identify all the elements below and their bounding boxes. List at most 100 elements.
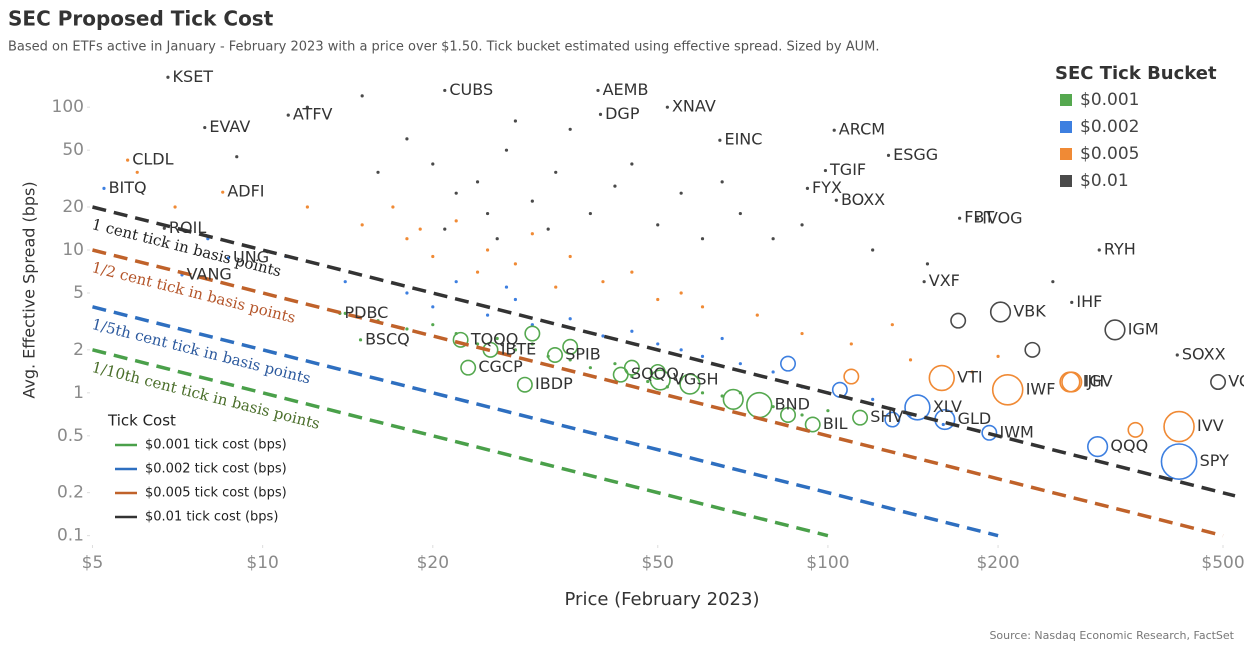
- data-point: [460, 359, 477, 376]
- legend-label: $0.005 tick cost (bps): [145, 486, 287, 501]
- data-point: [1087, 436, 1109, 458]
- data-point: [679, 291, 683, 295]
- data-point: [613, 184, 617, 188]
- data-point: [405, 291, 409, 295]
- data-point: [513, 297, 518, 302]
- data-point: [554, 170, 558, 174]
- data-point: [823, 168, 828, 173]
- data-point: [546, 354, 550, 358]
- data-point: [598, 112, 603, 117]
- data-point: [630, 162, 634, 166]
- data-point: [623, 359, 640, 376]
- data-point: [649, 363, 666, 380]
- data-point: [513, 348, 518, 352]
- point-label: IBDP: [535, 374, 573, 393]
- data-point: [485, 248, 490, 252]
- legend-label: $0.002: [1080, 117, 1139, 137]
- data-point: [871, 397, 875, 401]
- data-point: [922, 280, 926, 284]
- data-point: [405, 327, 409, 331]
- point-label: ROIL: [169, 218, 206, 237]
- legend-label: $0.01: [1080, 171, 1129, 191]
- data-point: [495, 237, 499, 241]
- x-tick-label: $500: [1201, 553, 1244, 573]
- data-point: [1070, 300, 1074, 304]
- data-point: [976, 217, 980, 221]
- data-point: [646, 379, 650, 384]
- point-label: SPY: [1200, 451, 1229, 470]
- data-point: [126, 158, 130, 162]
- data-point: [454, 331, 458, 336]
- point-label: RYH: [1104, 240, 1136, 259]
- data-point: [928, 364, 955, 392]
- data-point: [904, 394, 931, 421]
- point-label: VBK: [1013, 302, 1046, 321]
- y-tick-label: 100: [52, 97, 84, 117]
- data-point: [530, 323, 534, 327]
- y-tick-label: 0.5: [57, 426, 84, 446]
- data-point: [746, 391, 773, 419]
- data-point: [405, 137, 409, 141]
- point-label: ATFV: [293, 105, 333, 124]
- data-point: [630, 374, 634, 379]
- point-label: BOXX: [841, 190, 885, 209]
- data-point: [391, 205, 395, 209]
- data-point: [530, 342, 534, 346]
- point-label: BND: [775, 395, 810, 414]
- data-point: [771, 370, 775, 374]
- point-label: BSCQ: [365, 329, 410, 348]
- data-point: [601, 334, 605, 338]
- point-label: IGV: [1085, 372, 1113, 391]
- data-point: [800, 331, 804, 336]
- data-point: [843, 368, 860, 385]
- data-point: [1163, 410, 1195, 443]
- data-point: [665, 385, 669, 389]
- data-point: [102, 186, 106, 190]
- data-point: [738, 362, 742, 366]
- y-tick-label: 0.2: [57, 483, 84, 503]
- data-point: [834, 198, 838, 202]
- data-point: [981, 424, 998, 441]
- data-point: [780, 355, 797, 372]
- data-point: [908, 358, 913, 362]
- point-label: FYX: [812, 178, 842, 197]
- x-tick-label: $10: [246, 553, 278, 573]
- x-tick-label: $50: [642, 553, 674, 573]
- point-label: SHV: [870, 407, 903, 426]
- legend-label: $0.001 tick cost (bps): [145, 438, 287, 453]
- point-label: ADFI: [227, 182, 264, 201]
- data-point: [1210, 374, 1227, 391]
- data-point: [358, 338, 363, 342]
- point-label: DGP: [605, 104, 640, 123]
- point-label: TQQQ: [470, 329, 519, 348]
- point-label: SQQQ: [631, 364, 679, 383]
- point-label: GLD: [958, 409, 992, 428]
- data-point: [135, 170, 139, 174]
- y-tick-label: 2: [73, 340, 84, 360]
- legend-label: $0.01 tick cost (bps): [145, 510, 278, 525]
- chart-subtitle: Based on ETFs active in January - Februa…: [8, 40, 879, 55]
- data-point: [568, 127, 572, 131]
- data-point: [485, 313, 490, 317]
- data-point: [524, 325, 541, 342]
- data-point: [431, 254, 435, 259]
- data-point: [431, 323, 435, 327]
- data-point: [800, 223, 804, 227]
- point-label: CLDL: [132, 150, 173, 169]
- data-point: [718, 138, 722, 142]
- data-point: [454, 219, 458, 223]
- data-point: [568, 254, 572, 259]
- data-point: [443, 227, 447, 231]
- data-point: [849, 342, 853, 346]
- data-point: [504, 285, 509, 289]
- data-point: [588, 366, 592, 370]
- point-label: TGIF: [829, 160, 866, 179]
- y-axis-label: Avg. Effective Spread (bps): [20, 181, 39, 398]
- point-label: CUBS: [449, 80, 493, 99]
- data-point: [443, 88, 447, 93]
- data-point: [1051, 280, 1055, 284]
- point-label: EVAV: [209, 117, 250, 136]
- data-point: [649, 369, 671, 391]
- data-point: [235, 155, 239, 159]
- data-point: [601, 280, 605, 284]
